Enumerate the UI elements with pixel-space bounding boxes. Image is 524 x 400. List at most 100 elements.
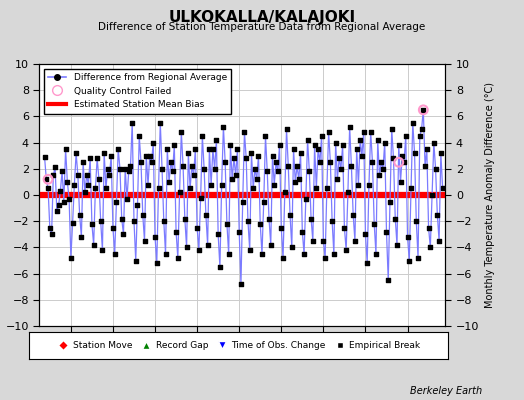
Point: [383, 228, 391, 235]
Point: [130, 218, 138, 224]
Text: ULKOKALLA/KALAJOKI: ULKOKALLA/KALAJOKI: [168, 10, 356, 25]
Point: [219, 124, 227, 130]
Point: [81, 189, 89, 196]
Point: [104, 166, 112, 172]
Point: [241, 129, 249, 135]
Point: [426, 244, 434, 250]
Point: [203, 242, 212, 248]
Point: [345, 124, 354, 130]
Point: [230, 155, 238, 162]
Point: [216, 264, 224, 270]
Point: [247, 150, 256, 156]
Point: [319, 238, 328, 244]
Point: [374, 137, 382, 143]
Point: [44, 185, 52, 192]
Point: [370, 221, 378, 227]
Point: [112, 198, 121, 205]
Point: [421, 163, 429, 169]
Point: [333, 176, 342, 182]
Point: [147, 159, 156, 166]
Point: [90, 242, 98, 248]
Point: [307, 215, 315, 222]
Point: [93, 155, 101, 162]
Point: [298, 228, 307, 235]
Point: [424, 224, 433, 231]
Point: [172, 228, 180, 235]
Point: [315, 159, 324, 166]
Point: [96, 218, 105, 224]
Point: [286, 212, 294, 218]
Point: [379, 166, 387, 172]
Point: [49, 172, 58, 178]
Point: [140, 238, 149, 244]
Point: [173, 255, 182, 261]
Point: [144, 181, 152, 188]
Point: [323, 185, 331, 192]
Point: [88, 221, 96, 227]
Point: [380, 139, 389, 146]
Point: [332, 139, 340, 146]
Point: [318, 133, 326, 139]
Point: [342, 247, 351, 253]
Point: [284, 163, 292, 169]
Point: [86, 155, 94, 162]
Point: [297, 150, 305, 156]
Point: [70, 181, 79, 188]
Point: [82, 172, 91, 178]
Point: [435, 238, 443, 244]
Point: [395, 142, 403, 148]
Point: [100, 150, 108, 156]
Text: Berkeley Earth: Berkeley Earth: [410, 386, 482, 396]
Point: [160, 218, 168, 224]
Point: [44, 176, 52, 182]
Point: [249, 185, 257, 192]
Point: [265, 215, 273, 222]
Point: [168, 168, 177, 175]
Point: [246, 247, 254, 253]
Point: [439, 185, 447, 192]
Point: [366, 129, 375, 135]
Point: [359, 129, 368, 135]
Point: [114, 146, 123, 152]
Point: [224, 251, 233, 257]
Point: [419, 107, 428, 113]
Point: [221, 159, 230, 166]
Point: [347, 163, 356, 169]
Point: [111, 251, 119, 257]
Point: [163, 146, 171, 152]
Point: [61, 146, 70, 152]
Point: [254, 152, 263, 159]
Point: [395, 159, 403, 166]
Point: [158, 166, 166, 172]
Point: [309, 238, 317, 244]
Point: [337, 166, 345, 172]
Point: [132, 257, 140, 264]
Point: [386, 198, 394, 205]
Point: [217, 181, 226, 188]
Point: [238, 198, 247, 205]
Point: [277, 224, 286, 231]
Point: [176, 189, 184, 196]
Point: [186, 185, 194, 192]
Point: [226, 142, 235, 148]
Point: [155, 185, 163, 192]
Point: [398, 152, 407, 159]
Point: [409, 120, 417, 126]
Point: [267, 242, 275, 248]
Point: [428, 192, 436, 198]
Point: [416, 133, 424, 139]
Point: [253, 176, 261, 182]
Point: [193, 224, 201, 231]
Text: Difference of Station Temperature Data from Regional Average: Difference of Station Temperature Data f…: [99, 22, 425, 32]
Point: [146, 152, 154, 159]
Point: [259, 198, 268, 205]
Point: [294, 176, 303, 182]
Point: [209, 146, 217, 152]
Point: [279, 255, 287, 261]
Point: [42, 176, 50, 182]
Point: [195, 247, 203, 253]
Point: [242, 155, 250, 162]
Point: [361, 231, 369, 238]
Point: [181, 215, 189, 222]
Point: [207, 181, 215, 188]
